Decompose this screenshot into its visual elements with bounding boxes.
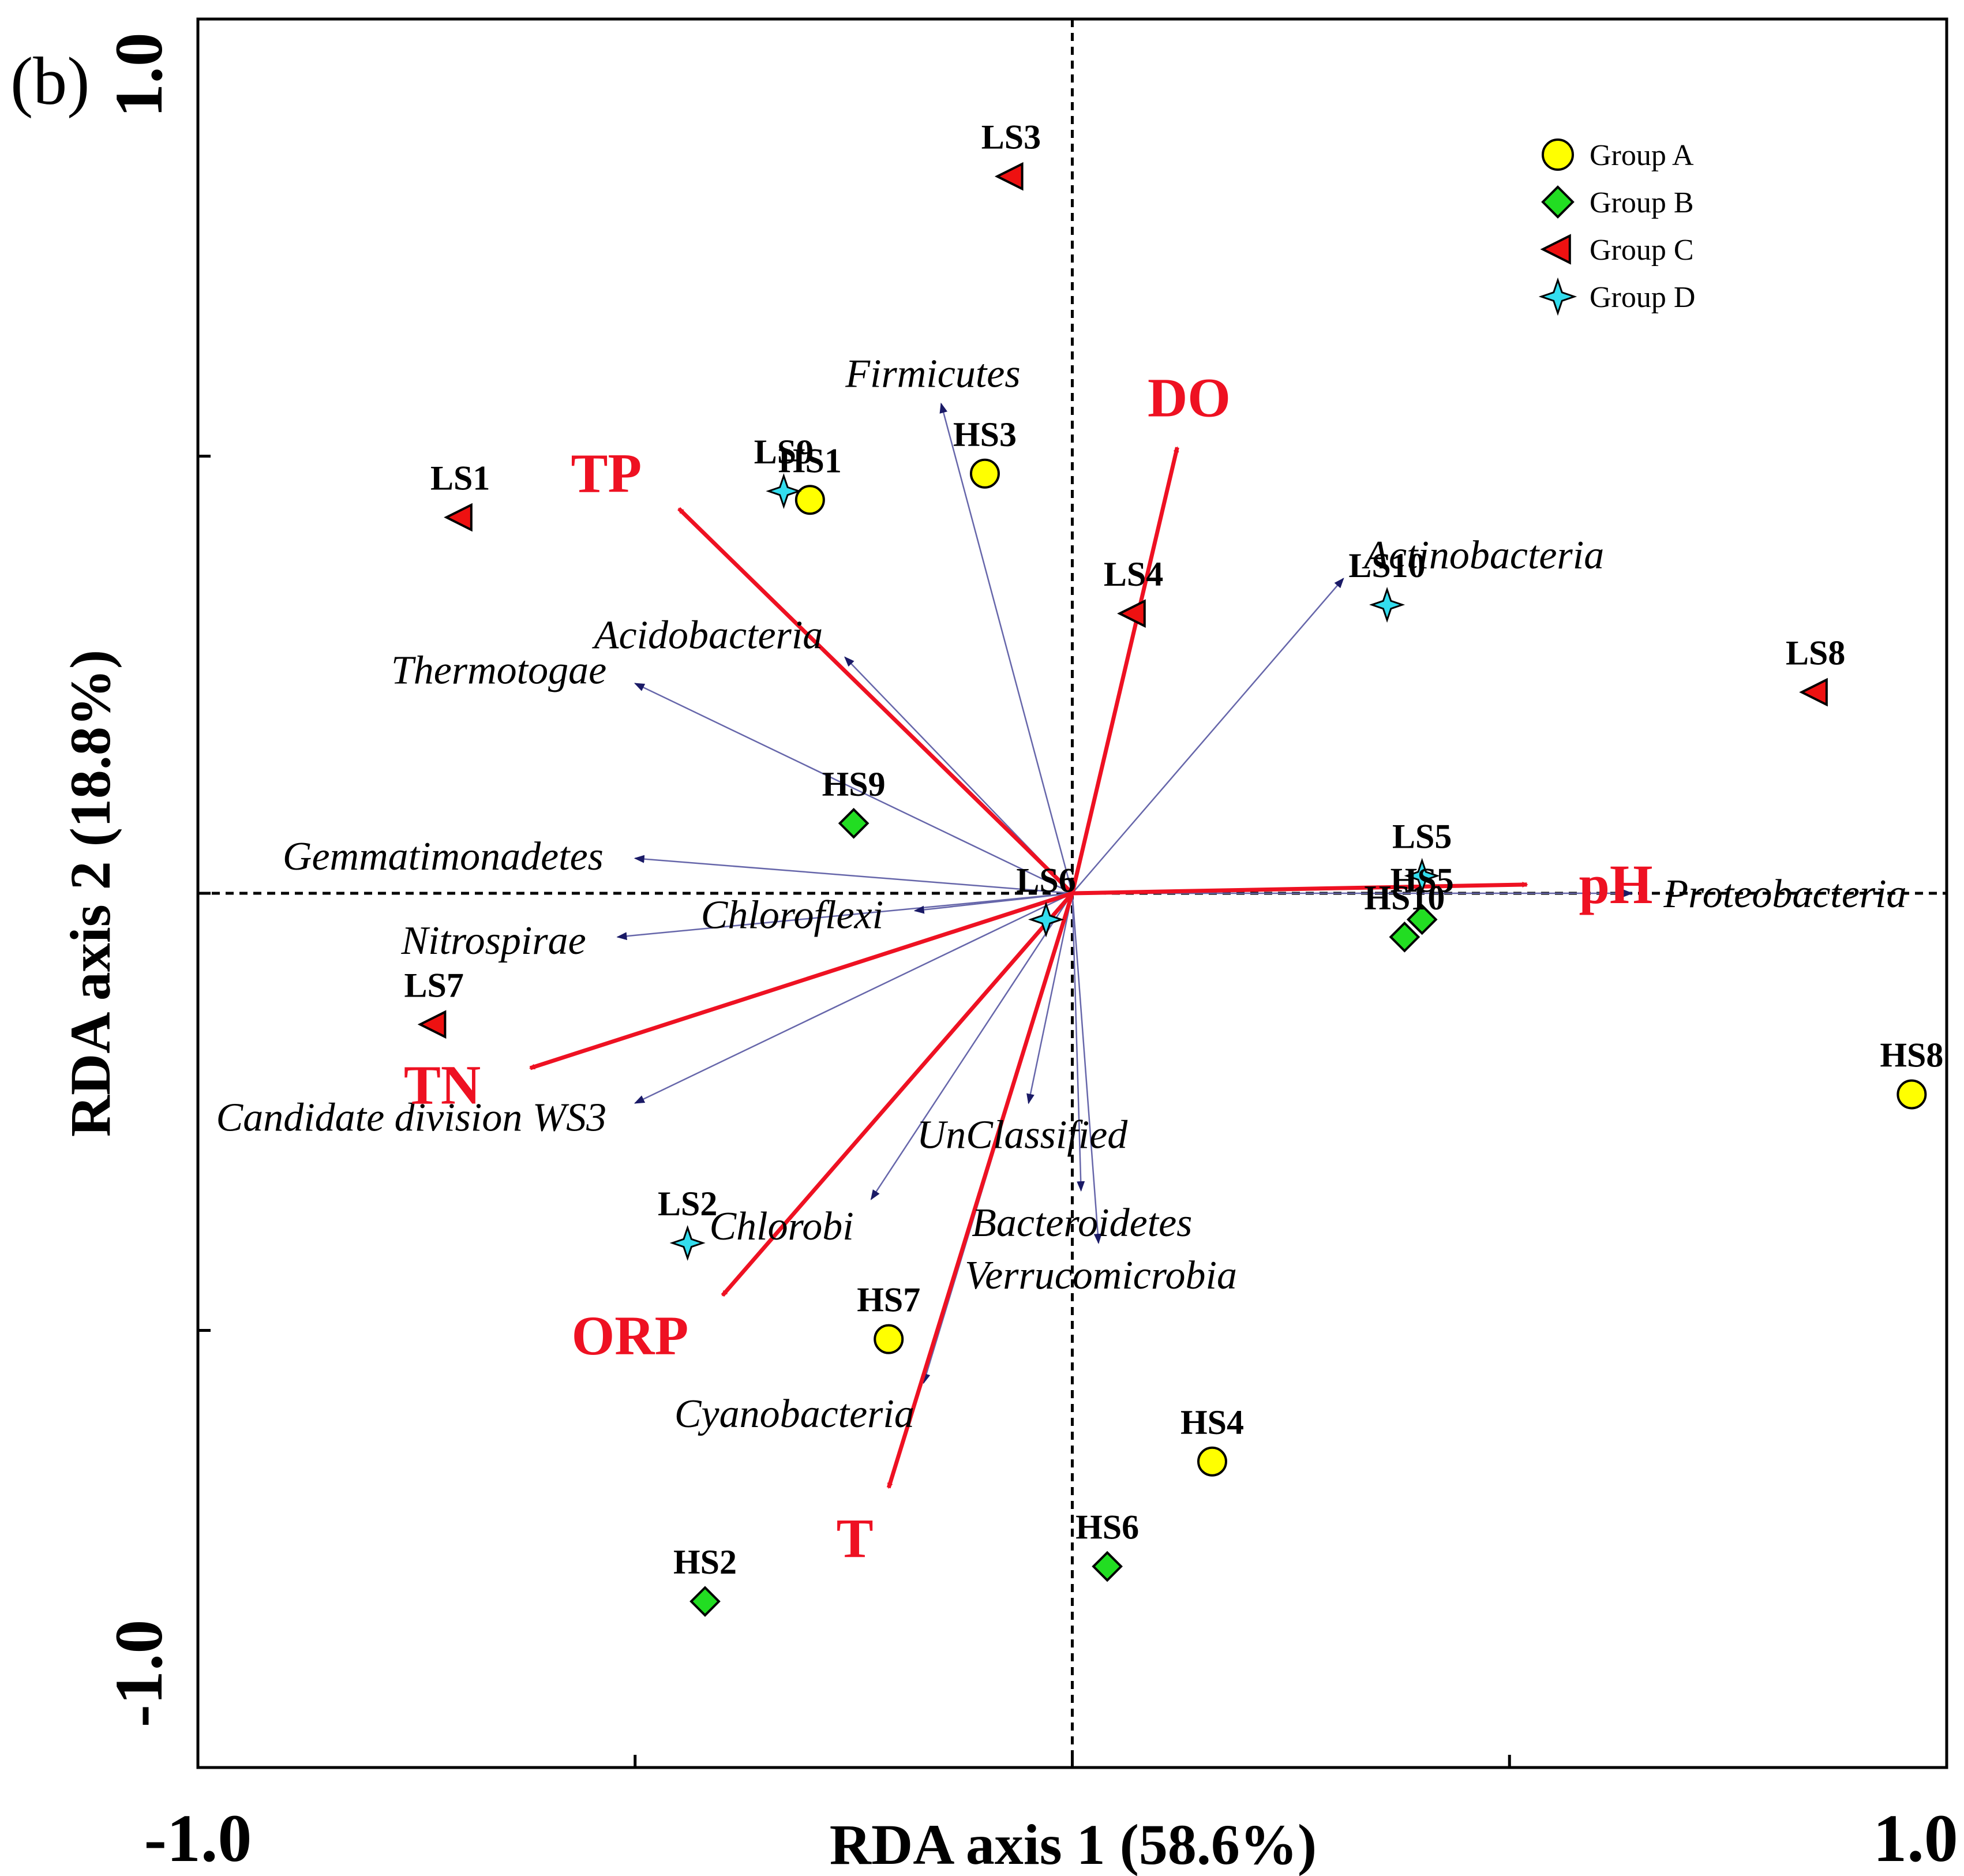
env-arrow-tp (677, 507, 1074, 895)
x-tick-label-max: 1.0 (1873, 1800, 1958, 1876)
sample-marker-hs7 (874, 1324, 904, 1354)
legend-label-group-d: Group D (1590, 281, 1695, 314)
taxon-label-proteobacteria: Proteobacteria (1663, 872, 1906, 916)
x-axis-title: RDA axis 1 (58.6%) (830, 1813, 1317, 1876)
sample-label-ls9: LS9 (754, 433, 814, 471)
sample-label-ls10: LS10 (1348, 546, 1425, 585)
taxon-label-actinobacteria: Actinobacteria (1362, 533, 1604, 578)
taxon-label-candidate-division-ws3: Candidate division WS3 (216, 1095, 607, 1140)
sample-label-hs1: HS1 (778, 441, 842, 480)
sample-label-hs4: HS4 (1180, 1403, 1244, 1441)
x-tick-label-min: -1.0 (144, 1800, 252, 1876)
sample-marker-hs9 (838, 807, 869, 839)
sample-marker-ls10 (1369, 587, 1405, 623)
panel-label: (b) (10, 43, 90, 119)
env-label-tp: TP (571, 442, 642, 504)
legend-label-group-b: Group B (1590, 186, 1694, 219)
env-arrow-t (886, 892, 1074, 1489)
env-arrow-orp (721, 892, 1074, 1297)
legend: Group A Group B Group C Group D (1538, 138, 1695, 316)
sample-label-hs2: HS2 (673, 1543, 737, 1581)
sample-label-ls4: LS4 (1104, 555, 1163, 593)
legend-marker-group-b (1541, 185, 1575, 219)
sample-marker-hs5 (1406, 904, 1438, 935)
sample-marker-hs10 (1389, 921, 1420, 953)
env-label-orp: ORP (572, 1305, 689, 1366)
taxon-label-gemmatimonadetes: Gemmatimonadetes (283, 834, 604, 879)
sample-label-ls1: LS1 (430, 459, 490, 497)
sample-label-ls8: LS8 (1786, 634, 1845, 672)
taxon-arrow-unclassified (1026, 893, 1073, 1104)
taxon-arrow-candidate-division-ws3 (634, 892, 1073, 1104)
env-label-do: DO (1148, 367, 1231, 429)
env-label-tn: TN (404, 1054, 481, 1116)
taxon-label-verrucomicrobia: Verrucomicrobia (965, 1253, 1237, 1298)
sample-marker-ls1 (444, 503, 473, 532)
env-label-ph: pH (1579, 853, 1653, 915)
taxon-arrow-firmicutes (939, 402, 1073, 894)
sample-marker-hs6 (1092, 1551, 1123, 1582)
y-tick-label-max: 1.0 (101, 32, 177, 118)
taxon-arrow-bacteroidetes (1071, 893, 1085, 1192)
sample-label-ls6: LS6 (1016, 861, 1075, 899)
legend-label-group-a: Group A (1590, 139, 1694, 172)
sample-label-hs6: HS6 (1075, 1508, 1139, 1547)
sample-label-ls7: LS7 (404, 966, 463, 1004)
sample-marker-ls8 (1799, 677, 1828, 707)
sample-label-ls2: LS2 (658, 1185, 717, 1223)
sample-marker-ls6 (1028, 901, 1065, 938)
taxon-label-nitrospirae: Nitrospirae (400, 919, 586, 963)
sample-marker-ls2 (669, 1225, 706, 1261)
sample-marker-ls5 (1404, 858, 1440, 894)
env-arrow-ph (1072, 882, 1528, 896)
sample-label-hs5: HS5 (1390, 861, 1454, 899)
taxon-label-unclassified: UnClassified (917, 1113, 1129, 1157)
sample-label-hs7: HS7 (857, 1281, 920, 1319)
taxon-arrow-thermotogae (634, 683, 1073, 894)
taxon-label-cyanobacteria: Cyanobacteria (674, 1392, 914, 1436)
taxon-arrow-verrucomicrobia (1071, 893, 1102, 1244)
sample-marker-hs2 (689, 1586, 721, 1617)
sample-label-hs10: HS10 (1364, 879, 1445, 917)
y-axis-title: RDA axis 2 (18.8%) (58, 650, 122, 1137)
sample-marker-hs1 (794, 485, 825, 515)
env-label-t: T (837, 1507, 874, 1569)
sample-marker-ls3 (994, 162, 1024, 191)
taxon-label-firmicutes: Firmicutes (845, 351, 1020, 396)
sample-label-ls5: LS5 (1392, 818, 1452, 856)
sample-marker-hs4 (1197, 1446, 1227, 1477)
taxon-label-acidobacteria: Acidobacteria (592, 613, 823, 657)
env-arrow-do (1070, 446, 1179, 894)
taxon-arrow-chloroflexi (913, 892, 1073, 914)
legend-marker-group-c (1540, 234, 1571, 265)
sample-marker-hs8 (1896, 1079, 1927, 1110)
legend-marker-group-d (1538, 277, 1577, 316)
legend-marker-group-a (1542, 138, 1574, 171)
sample-marker-hs3 (969, 458, 1000, 489)
sample-label-hs3: HS3 (953, 415, 1017, 454)
legend-label-group-c: Group C (1590, 234, 1694, 267)
taxon-label-chloroflexi: Chloroflexi (701, 893, 883, 937)
env-arrow-tn (529, 891, 1073, 1070)
sample-label-ls3: LS3 (981, 118, 1041, 156)
taxon-label-chlorobi: Chlorobi (709, 1204, 853, 1249)
taxon-arrow-nitrospirae (616, 892, 1073, 941)
sample-marker-ls7 (417, 1010, 447, 1039)
sample-label-hs9: HS9 (822, 765, 886, 803)
y-tick-label-min: -1.0 (101, 1620, 177, 1728)
taxon-arrow-actinobacteria (1071, 578, 1344, 894)
sample-label-hs8: HS8 (1880, 1036, 1943, 1074)
taxon-label-thermotogae: Thermotogae (391, 649, 606, 693)
sample-marker-ls4 (1117, 599, 1146, 628)
sample-marker-ls9 (766, 473, 802, 510)
taxon-arrow-chlorobi (870, 893, 1073, 1200)
taxon-label-bacteroidetes: Bacteroidetes (972, 1201, 1192, 1245)
taxon-arrow-gemmatimonadetes (634, 855, 1073, 894)
